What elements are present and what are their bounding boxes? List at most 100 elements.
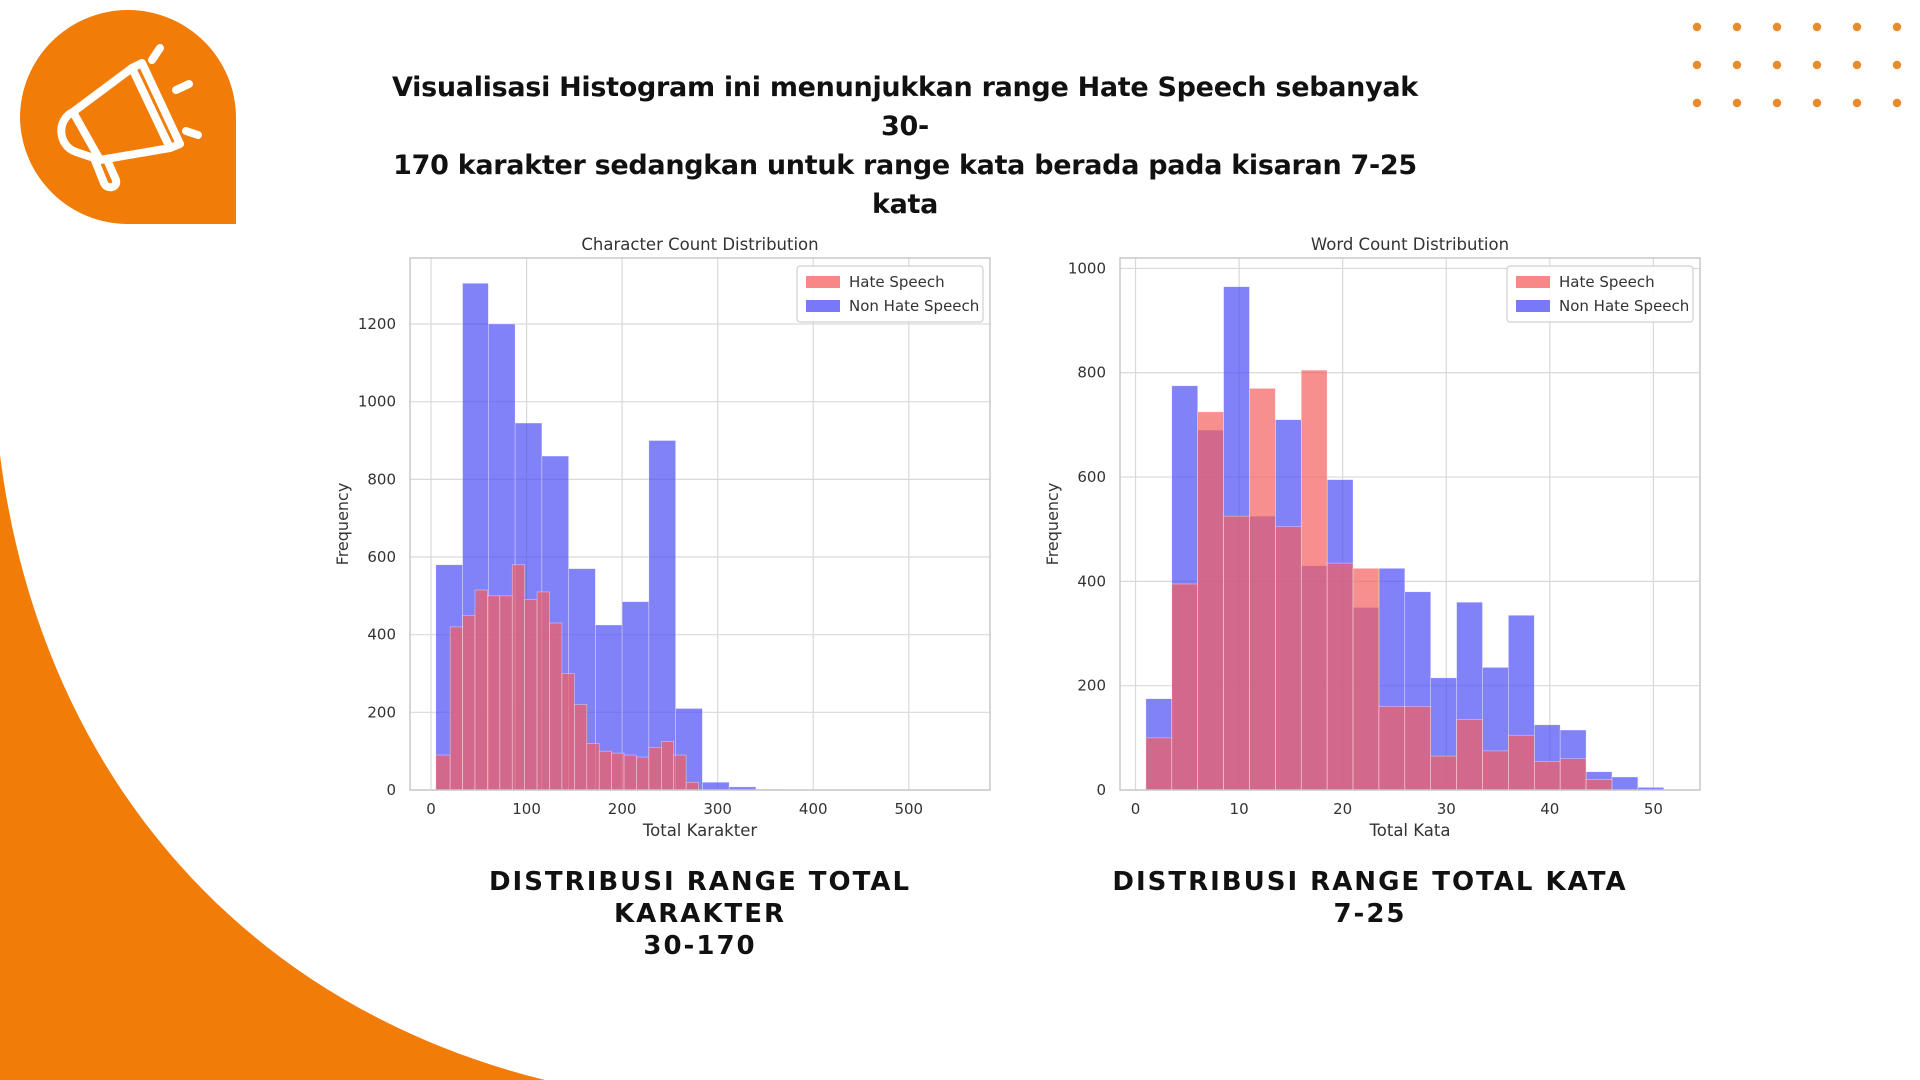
char-x-tick-label: 200 — [608, 800, 637, 818]
word-x-tick-label: 20 — [1333, 800, 1352, 818]
char-bar-hate-speech — [598, 750, 612, 791]
word-y-axis-label: Frequency — [1043, 483, 1062, 566]
word-bar-hate-speech — [1508, 734, 1535, 791]
word-bar-hate-speech — [1430, 755, 1457, 791]
char-bar-hate-speech — [673, 754, 687, 791]
char-y-tick-label: 0 — [386, 781, 396, 799]
word-bar-hate-speech — [1482, 750, 1509, 791]
word-bar-hate-speech — [1533, 761, 1561, 791]
char-legend — [796, 265, 984, 323]
word-bar-hate-speech — [1197, 411, 1224, 791]
word-y-tick-label: 1000 — [1068, 259, 1106, 277]
word-bar-hate-speech — [1145, 737, 1173, 791]
word-legend-swatch-non-hate-speech — [1516, 300, 1550, 312]
decor-dot — [1732, 60, 1742, 70]
char-x-tick-label: 100 — [512, 800, 541, 818]
decor-dot — [1692, 22, 1702, 32]
word-y-tick-label: 200 — [1077, 677, 1106, 695]
word-x-axis-label: Total Kata — [1368, 821, 1450, 840]
word-bar-hate-speech — [1171, 583, 1198, 791]
caption-character-range: DISTRIBUSI RANGE TOTAL KARAKTER 30-170 — [400, 866, 1000, 962]
char-bar-hate-speech — [636, 756, 650, 791]
megaphone-icon — [57, 44, 202, 192]
char-legend-label-non-hate-speech: Non Hate Speech — [849, 297, 979, 315]
char-bar-hate-speech — [474, 589, 488, 791]
char-y-axis-label: Frequency — [333, 483, 352, 566]
word-legend-label-non-hate-speech: Non Hate Speech — [1559, 297, 1689, 315]
slide-title-line-2: 170 karakter sedangkan untuk range kata … — [393, 150, 1417, 220]
decor-dot — [1892, 22, 1902, 32]
word-bar-hate-speech — [1456, 719, 1483, 791]
caption-word-line-2: 7-25 — [1333, 899, 1407, 929]
decor-dot — [1812, 98, 1822, 108]
word-x-tick-label: 40 — [1540, 800, 1559, 818]
word-bar-hate-speech — [1352, 568, 1380, 791]
char-x-tick-label: 500 — [894, 800, 923, 818]
word-y-tick-label: 800 — [1077, 364, 1106, 382]
word-bar-hate-speech — [1275, 526, 1302, 791]
char-y-tick-label: 1000 — [358, 393, 396, 411]
char-bar-hate-speech — [623, 754, 637, 791]
char-bar-hate-speech — [685, 781, 699, 791]
slide-title: Visualisasi Histogram ini menunjukkan ra… — [380, 68, 1430, 224]
char-bar-hate-speech — [549, 622, 563, 791]
char-x-tick-label: 0 — [426, 800, 436, 818]
word-bar-hate-speech — [1404, 706, 1432, 791]
caption-character-line-2: 30-170 — [643, 931, 757, 961]
decor-dot — [1772, 60, 1782, 70]
char-x-axis-label: Total Karakter — [642, 821, 757, 840]
char-bar-hate-speech — [462, 614, 476, 791]
word-bar-hate-speech — [1559, 758, 1587, 791]
char-bar-hate-speech — [511, 564, 525, 791]
char-bar-hate-speech — [499, 595, 513, 791]
caption-word-range: DISTRIBUSI RANGE TOTAL KATA 7-25 — [1100, 866, 1640, 930]
decor-dot — [1772, 22, 1782, 32]
char-bar-non-hate-speech — [648, 440, 676, 791]
char-bar-hate-speech — [648, 746, 662, 791]
word-x-tick-label: 50 — [1644, 800, 1663, 818]
word-legend-label-hate-speech: Hate Speech — [1559, 273, 1655, 291]
orange-swoosh — [0, 455, 545, 1080]
char-y-tick-label: 800 — [367, 470, 396, 488]
word-bar-hate-speech — [1300, 369, 1328, 791]
caption-word-line-1: DISTRIBUSI RANGE TOTAL KATA — [1112, 867, 1628, 897]
char-y-tick-label: 400 — [367, 626, 396, 644]
char-y-tick-label: 600 — [367, 548, 396, 566]
word-count-chart: 0 10 20 30 40 50 0 200 400 600 800 1000 Word Count D… — [1043, 235, 1701, 840]
word-bar-hate-speech — [1223, 515, 1250, 791]
decor-dot — [1852, 60, 1862, 70]
decor-dot — [1732, 22, 1742, 32]
char-y-tick-label: 1200 — [358, 315, 396, 333]
char-bar-hate-speech — [561, 673, 575, 791]
dot-grid — [1692, 22, 1902, 108]
word-chart-title: Word Count Distribution — [1311, 235, 1509, 254]
decor-dot — [1812, 60, 1822, 70]
char-bar-hate-speech — [661, 741, 675, 791]
char-chart-title: Character Count Distribution — [581, 235, 818, 254]
char-legend-swatch-hate-speech — [806, 276, 840, 288]
char-x-tick-label: 400 — [799, 800, 828, 818]
word-bar-hate-speech — [1249, 388, 1276, 791]
char-bar-hate-speech — [487, 595, 501, 791]
char-bar-hate-speech — [586, 743, 600, 791]
word-y-tick-label: 400 — [1077, 572, 1106, 590]
decor-dot — [1892, 60, 1902, 70]
char-bar-hate-speech — [611, 752, 625, 791]
word-y-tick-label: 600 — [1077, 468, 1106, 486]
char-plot-frame — [409, 257, 991, 791]
char-bar-hate-speech — [435, 754, 451, 791]
word-bar-hate-speech — [1378, 706, 1406, 791]
char-y-tick-label: 200 — [367, 703, 396, 721]
char-bar-non-hate-speech — [702, 781, 730, 791]
word-x-tick-label: 30 — [1437, 800, 1456, 818]
char-bar-hate-speech — [524, 599, 538, 791]
word-legend — [1506, 265, 1694, 323]
char-bar-hate-speech — [536, 591, 550, 791]
decor-dot — [1692, 60, 1702, 70]
decor-dot — [1692, 98, 1702, 108]
word-plot-frame — [1119, 257, 1701, 791]
caption-character-line-1: DISTRIBUSI RANGE TOTAL KARAKTER — [488, 867, 912, 929]
icon-badge — [20, 10, 236, 224]
decor-dot — [1732, 98, 1742, 108]
